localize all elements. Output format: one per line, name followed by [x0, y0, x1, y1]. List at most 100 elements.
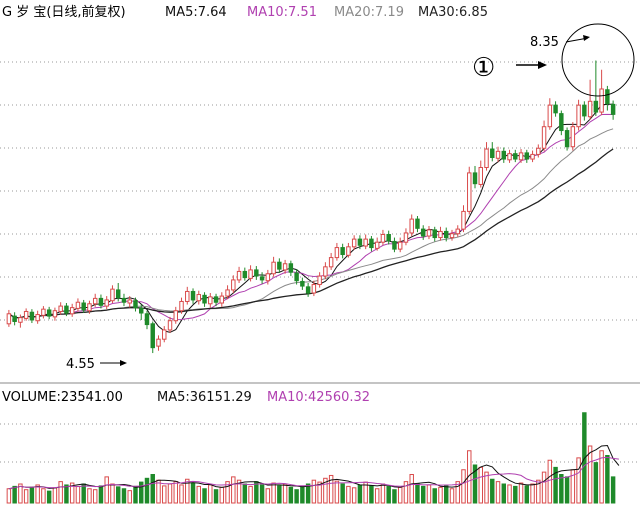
candle-body-5 — [35, 314, 40, 322]
candle-body-89 — [518, 152, 524, 161]
volume-bar-36 — [213, 489, 219, 504]
volume-bar-86 — [501, 483, 507, 504]
volume-bar-34 — [202, 488, 207, 504]
high-price-label: 8.35 — [530, 35, 559, 50]
volume-bar-39 — [231, 476, 236, 504]
volume-bar-76 — [444, 485, 449, 504]
volume-bar-7 — [46, 490, 52, 504]
candle-body-10 — [64, 305, 69, 314]
volume-gridlines — [0, 423, 640, 463]
candle-body-55 — [323, 266, 328, 277]
highlight-circle — [561, 23, 635, 97]
candle-body-102 — [593, 100, 599, 113]
candle-body-7 — [46, 309, 52, 317]
volume-bar-46 — [271, 482, 276, 504]
candle-body-43 — [254, 269, 259, 277]
volume-bar-61 — [357, 484, 363, 504]
candle-body-4 — [29, 311, 35, 321]
volume-bar-52 — [305, 483, 311, 504]
ma10-label: MA10:7.51 — [247, 5, 317, 20]
volume-bar-69 — [403, 481, 409, 504]
candle-body-13 — [81, 302, 86, 311]
volume-bar-42 — [248, 485, 253, 504]
candle-body-62 — [363, 238, 368, 247]
volume-bar-22 — [133, 485, 138, 504]
candle-body-1 — [12, 315, 17, 322]
volume-bar-53 — [311, 479, 317, 504]
candle-body-18 — [110, 288, 115, 302]
volume-bar-8 — [52, 487, 58, 504]
candle-body-61 — [357, 238, 363, 246]
volume-bar-90 — [524, 485, 530, 504]
volume-bar-17 — [104, 476, 109, 504]
candle-body-63 — [369, 238, 374, 249]
candle-body-86 — [501, 150, 507, 160]
volume-bar-81 — [472, 464, 478, 504]
volume-bar-27 — [162, 485, 167, 504]
volume-bar-104 — [605, 455, 610, 504]
candle-body-93 — [541, 126, 547, 149]
candle-body-19 — [115, 289, 121, 299]
volume-bar-38 — [225, 481, 230, 504]
candle-body-0 — [6, 313, 12, 325]
volume-bar-9 — [58, 481, 63, 504]
candle-body-90 — [524, 152, 530, 160]
candle-body-73 — [426, 229, 432, 237]
candle-body-67 — [392, 240, 397, 250]
volume-bar-74 — [432, 488, 437, 504]
candle-body-59 — [346, 246, 351, 256]
volume-bar-97 — [564, 476, 570, 504]
volume-bar-85 — [495, 481, 501, 504]
volume-bar-101 — [587, 445, 593, 504]
volume-bar-41 — [242, 483, 248, 504]
volume-bar-83 — [484, 471, 489, 504]
volume-bar-0 — [6, 488, 12, 504]
volume-bar-33 — [196, 485, 202, 504]
candle-body-31 — [185, 290, 190, 302]
volume-ma5-label: MA5:36151.29 — [157, 390, 252, 405]
volume-bar-25 — [150, 474, 155, 504]
candle-body-103 — [599, 88, 604, 113]
volume-bar-93 — [541, 471, 547, 504]
volume-bar-73 — [426, 484, 432, 504]
ma30-label: MA30:6.85 — [418, 5, 488, 20]
candle-body-84 — [490, 148, 495, 159]
candle-body-27 — [162, 329, 167, 340]
candle-body-51 — [300, 280, 305, 287]
candle-body-69 — [403, 232, 409, 243]
volume-ma10-label: MA10:42560.32 — [267, 390, 370, 405]
candle-body-48 — [282, 263, 288, 271]
candle-body-85 — [495, 150, 501, 159]
candle-body-17 — [104, 299, 109, 307]
candle-body-44 — [259, 276, 265, 281]
volume-bar-60 — [351, 487, 357, 504]
candle-body-25 — [150, 323, 155, 349]
candle-body-68 — [397, 241, 403, 250]
volume-bar-72 — [420, 485, 426, 504]
volume-bar-45 — [265, 488, 271, 504]
volume-bar-10 — [64, 484, 69, 504]
volume-bar-79 — [461, 469, 466, 504]
candle-body-47 — [277, 261, 282, 270]
volume-bar-94 — [547, 459, 553, 504]
volume-bar-70 — [409, 474, 414, 504]
volume-bar-12 — [75, 485, 81, 504]
candle-body-2 — [18, 317, 23, 323]
candle-body-66 — [386, 233, 391, 242]
volume-bar-35 — [208, 484, 213, 504]
candle-body-49 — [288, 263, 294, 273]
volume-bar-68 — [397, 486, 403, 504]
candle-body-72 — [420, 228, 426, 237]
candle-body-78 — [455, 228, 460, 235]
candle-body-33 — [196, 294, 202, 302]
volume-bar-75 — [438, 486, 443, 504]
volume-bar-58 — [340, 483, 345, 504]
candle-body-23 — [139, 307, 144, 314]
candle-body-50 — [294, 272, 299, 282]
candle-body-37 — [219, 295, 225, 304]
volume-bar-21 — [127, 490, 132, 504]
volume-bar-14 — [87, 488, 92, 504]
candle-body-64 — [374, 241, 380, 249]
candle-body-57 — [334, 247, 340, 259]
volume-bar-59 — [346, 485, 351, 504]
